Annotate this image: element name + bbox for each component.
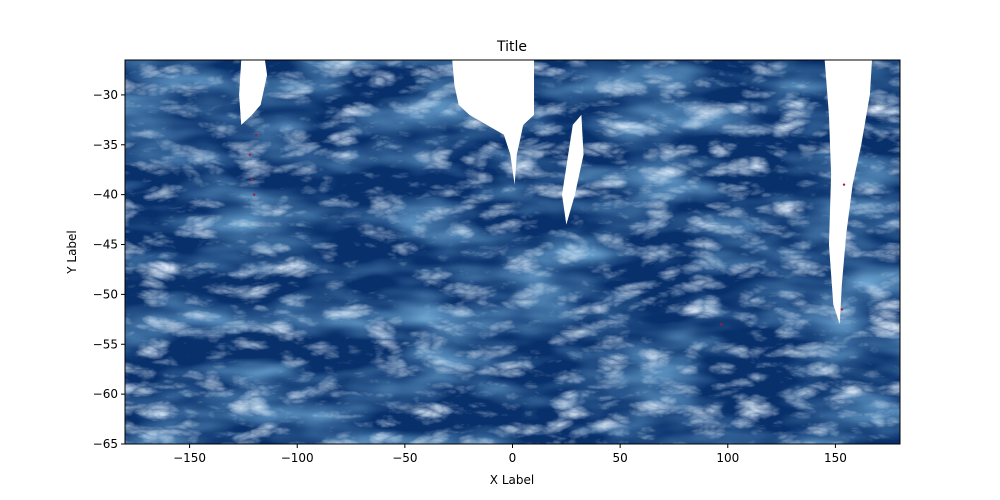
x-tick-label: 150 [824, 451, 847, 465]
x-tick-label: 50 [612, 451, 627, 465]
y-tick-label: −60 [93, 387, 118, 401]
x-axis-label: X Label [490, 473, 534, 487]
extreme-point [840, 308, 844, 311]
land-mask-1 [239, 60, 268, 125]
y-tick-label: −65 [93, 437, 118, 451]
land-mask-4 [824, 60, 873, 325]
land-mask-2 [452, 60, 535, 185]
y-tick-label: −35 [93, 138, 118, 152]
x-axis: −150 −100 −50 0 50 100 150 [173, 444, 847, 465]
x-tick-label: 0 [509, 451, 517, 465]
x-tick-label: 100 [716, 451, 739, 465]
x-tick-label: −100 [281, 451, 314, 465]
y-tick-label: −55 [93, 337, 118, 351]
y-axis-label: Y Label [65, 230, 79, 275]
land-mask-3 [562, 114, 584, 225]
x-tick-label: −150 [173, 451, 206, 465]
y-tick-label: −50 [93, 287, 118, 301]
y-axis: −30 −35 −40 −45 −50 −55 −60 −65 [93, 88, 125, 451]
extreme-point [842, 183, 846, 186]
y-tick-label: −30 [93, 88, 118, 102]
extreme-point [720, 323, 723, 326]
y-tick-label: −40 [93, 188, 118, 202]
chart-title: Title [496, 39, 527, 55]
extreme-point [252, 193, 256, 196]
extreme-point [255, 133, 258, 137]
x-tick-label: −50 [392, 451, 417, 465]
y-tick-label: −45 [93, 238, 118, 252]
plot-area [125, 60, 900, 444]
extreme-point [250, 178, 254, 181]
extreme-values [248, 133, 846, 326]
land-masks [239, 60, 873, 325]
extreme-point [248, 153, 252, 156]
